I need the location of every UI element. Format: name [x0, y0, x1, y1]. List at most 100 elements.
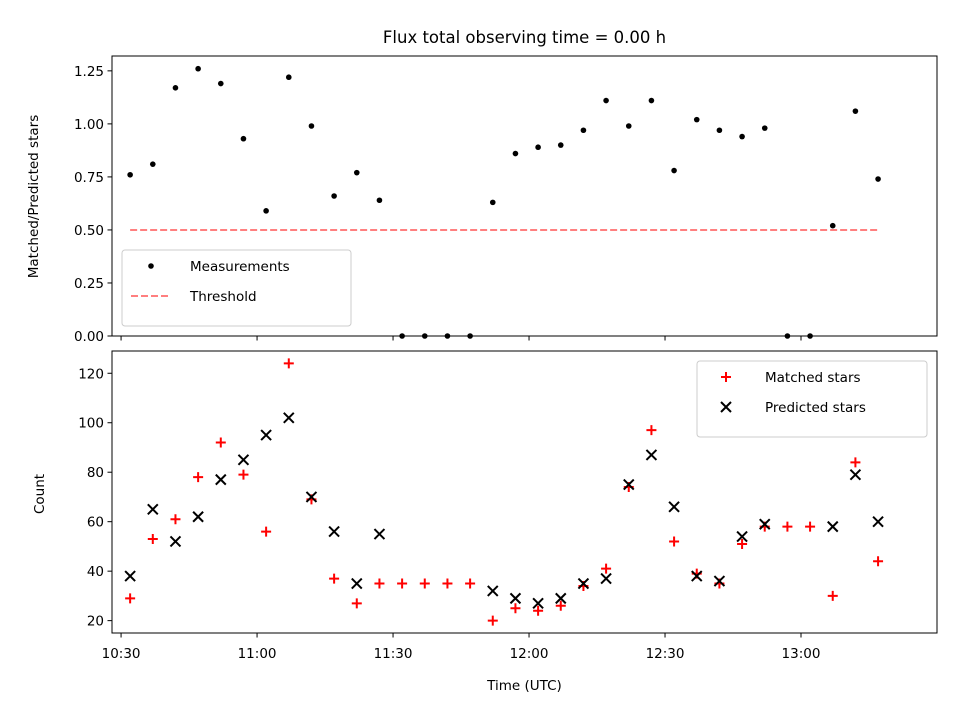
- predicted-stars-point: [373, 528, 386, 540]
- measurement-point: [716, 127, 723, 134]
- measurement-point: [172, 85, 179, 91]
- bottom-y-tick-label: 80: [87, 465, 104, 481]
- matched-stars-point: [170, 514, 181, 525]
- bottom-y-axis-label: Count: [32, 474, 48, 514]
- top-y-tick-label: 1.00: [74, 117, 104, 133]
- measurement-point: [195, 65, 201, 72]
- matched-stars-point: [261, 526, 272, 537]
- predicted-stars-point: [147, 503, 159, 516]
- matched-stars-point: [669, 536, 680, 547]
- top-axes-frame: [111, 55, 938, 337]
- matched-stars-point: [782, 521, 793, 532]
- measurement-point: [875, 176, 881, 182]
- matched-stars-point: [873, 556, 884, 567]
- bottom-y-tick-label: 40: [87, 564, 104, 580]
- matched-stars-point: [827, 590, 838, 601]
- predicted-stars-point: [759, 518, 771, 530]
- measurement-point: [285, 74, 292, 81]
- measurement-point: [308, 123, 315, 129]
- matched-stars-point: [601, 563, 612, 574]
- predicted-stars-point: [283, 412, 295, 424]
- measurement-point: [149, 161, 156, 167]
- bottom-x-tick-label: 12:30: [646, 646, 685, 662]
- bottom-x-tick-label: 13:00: [782, 646, 821, 662]
- matched-stars-point: [487, 615, 498, 626]
- measurement-point: [240, 135, 247, 142]
- bottom-legend: Matched stars Predicted stars: [696, 360, 928, 438]
- matched-stars-point: [465, 578, 476, 589]
- predicted-stars-point: [328, 525, 340, 538]
- bottom-y-tick-label: 100: [78, 416, 104, 432]
- top-chart-title: Flux total observing time = 0.00 h: [383, 28, 666, 47]
- measurement-point: [671, 167, 677, 174]
- matched-stars-point: [374, 578, 385, 589]
- legend-matched-swatch: [721, 372, 731, 382]
- measurement-point: [376, 197, 383, 204]
- top-y-tick-label: 0.25: [74, 276, 104, 292]
- predicted-stars-point: [736, 530, 748, 543]
- predicted-stars-point: [691, 570, 703, 582]
- predicted-stars-point: [532, 597, 544, 610]
- matched-stars-point: [238, 469, 249, 480]
- matched-stars-point: [193, 472, 204, 483]
- matched-stars-point: [442, 578, 453, 589]
- matched-stars-point: [510, 603, 521, 614]
- matched-stars-point: [737, 538, 748, 549]
- matched-stars-point: [555, 600, 566, 611]
- predicted-stars-point: [577, 577, 590, 590]
- measurement-point: [761, 125, 768, 131]
- measurement-point: [489, 199, 496, 206]
- predicted-stars-point: [555, 592, 567, 605]
- top-y-tick-label: 0.50: [74, 223, 104, 239]
- measurement-point: [512, 150, 519, 157]
- bottom-x-tick-label: 11:00: [238, 646, 277, 662]
- matched-stars-point: [215, 437, 226, 448]
- measurement-point: [535, 144, 541, 151]
- predicted-stars-point: [215, 473, 227, 486]
- top-y-axis-label: Matched/Predicted stars: [26, 115, 42, 278]
- bottom-y-tick-label: 20: [87, 614, 104, 630]
- top-legend: Measurements Threshold: [121, 249, 352, 327]
- predicted-stars-point: [169, 535, 182, 548]
- predicted-stars-point: [192, 511, 204, 523]
- top-y-tick-label: 1.25: [74, 64, 104, 80]
- bottom-x-tick-label: 10:30: [102, 646, 141, 662]
- predicted-stars-point: [124, 570, 136, 582]
- legend-label: Matched stars: [765, 370, 861, 386]
- matched-stars-point: [125, 593, 136, 604]
- measurement-point: [353, 169, 360, 176]
- matched-stars-point: [283, 358, 294, 369]
- legend-predicted-swatch: [720, 401, 732, 413]
- matched-stars-point: [850, 457, 861, 468]
- predicted-stars-point: [623, 478, 635, 491]
- predicted-stars-point: [713, 575, 726, 587]
- measurement-point: [557, 142, 564, 148]
- measurement-point: [217, 80, 224, 87]
- measurement-point: [580, 127, 587, 134]
- measurement-point: [648, 97, 655, 104]
- legend-label: Measurements: [190, 259, 290, 275]
- matched-stars-point: [397, 578, 408, 589]
- bottom-y-tick-label: 120: [78, 366, 104, 382]
- measurement-point: [852, 108, 859, 114]
- bottom-x-tick-label: 12:00: [510, 646, 549, 662]
- predicted-stars-point: [849, 468, 862, 481]
- predicted-stars-point: [827, 520, 839, 533]
- matched-stars-point: [419, 578, 430, 589]
- predicted-stars-point: [237, 454, 250, 466]
- bottom-y-tick-label: 60: [87, 515, 104, 531]
- legend-label: Threshold: [189, 289, 257, 305]
- top-y-tick-label: 0.75: [74, 170, 104, 186]
- top-y-tick-label: 0.00: [74, 329, 104, 345]
- bottom-legend-box: [696, 360, 928, 438]
- matched-stars-point: [805, 521, 816, 532]
- bottom-axes-frame: [111, 350, 938, 634]
- measurement-point: [263, 208, 269, 214]
- matched-stars-point: [329, 573, 340, 584]
- matched-stars-point: [533, 605, 544, 616]
- matched-stars-point: [351, 598, 362, 609]
- predicted-stars-point: [668, 501, 680, 513]
- bottom-x-tick-label: 11:30: [374, 646, 413, 662]
- predicted-stars-point: [487, 585, 499, 597]
- x-axis-label: Time (UTC): [486, 678, 562, 694]
